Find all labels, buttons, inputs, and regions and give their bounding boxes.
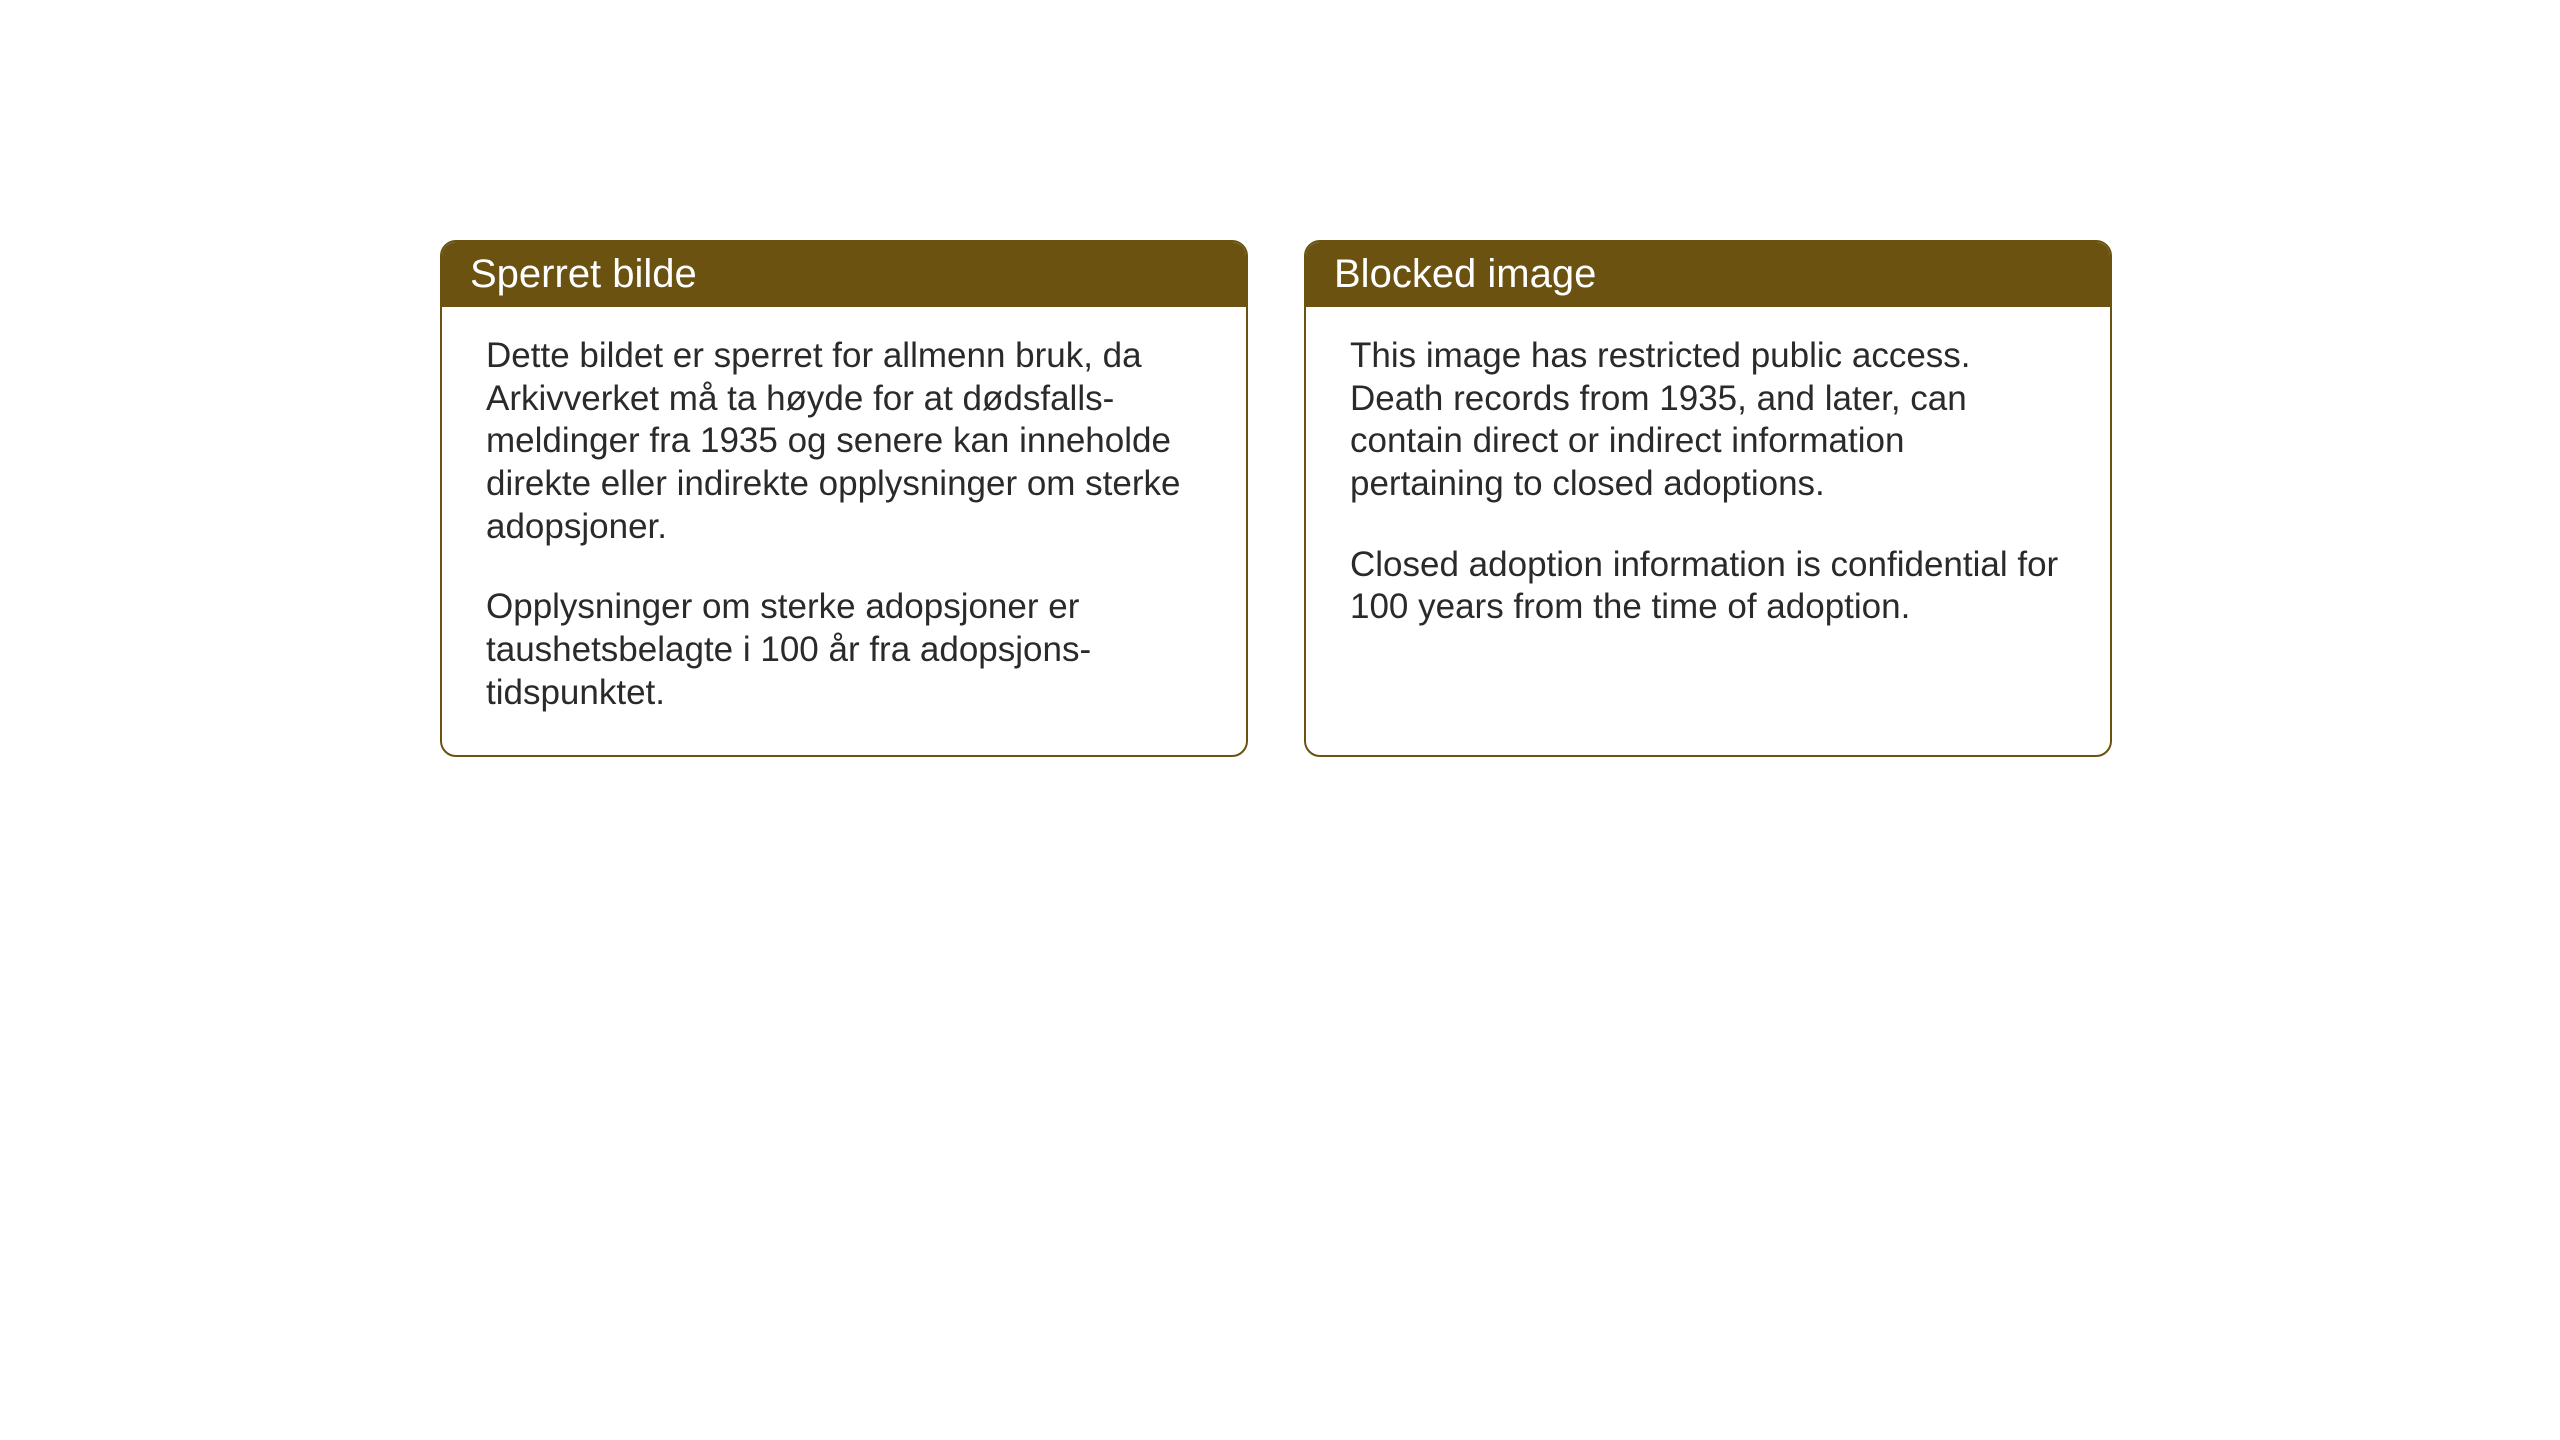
card-body-english: This image has restricted public access.… xyxy=(1306,307,2110,747)
card-paragraph-1-norwegian: Dette bildet er sperret for allmenn bruk… xyxy=(486,335,1202,548)
card-paragraph-1-english: This image has restricted public access.… xyxy=(1350,335,2066,506)
card-header-english: Blocked image xyxy=(1306,242,2110,307)
card-header-norwegian: Sperret bilde xyxy=(442,242,1246,307)
cards-container: Sperret bilde Dette bildet er sperret fo… xyxy=(440,240,2112,757)
card-english: Blocked image This image has restricted … xyxy=(1304,240,2112,757)
card-norwegian: Sperret bilde Dette bildet er sperret fo… xyxy=(440,240,1248,757)
card-paragraph-2-norwegian: Opplysninger om sterke adopsjoner er tau… xyxy=(486,586,1202,714)
card-body-norwegian: Dette bildet er sperret for allmenn bruk… xyxy=(442,307,1246,755)
card-title-english: Blocked image xyxy=(1334,252,1596,296)
card-title-norwegian: Sperret bilde xyxy=(470,252,697,296)
card-paragraph-2-english: Closed adoption information is confident… xyxy=(1350,544,2066,629)
